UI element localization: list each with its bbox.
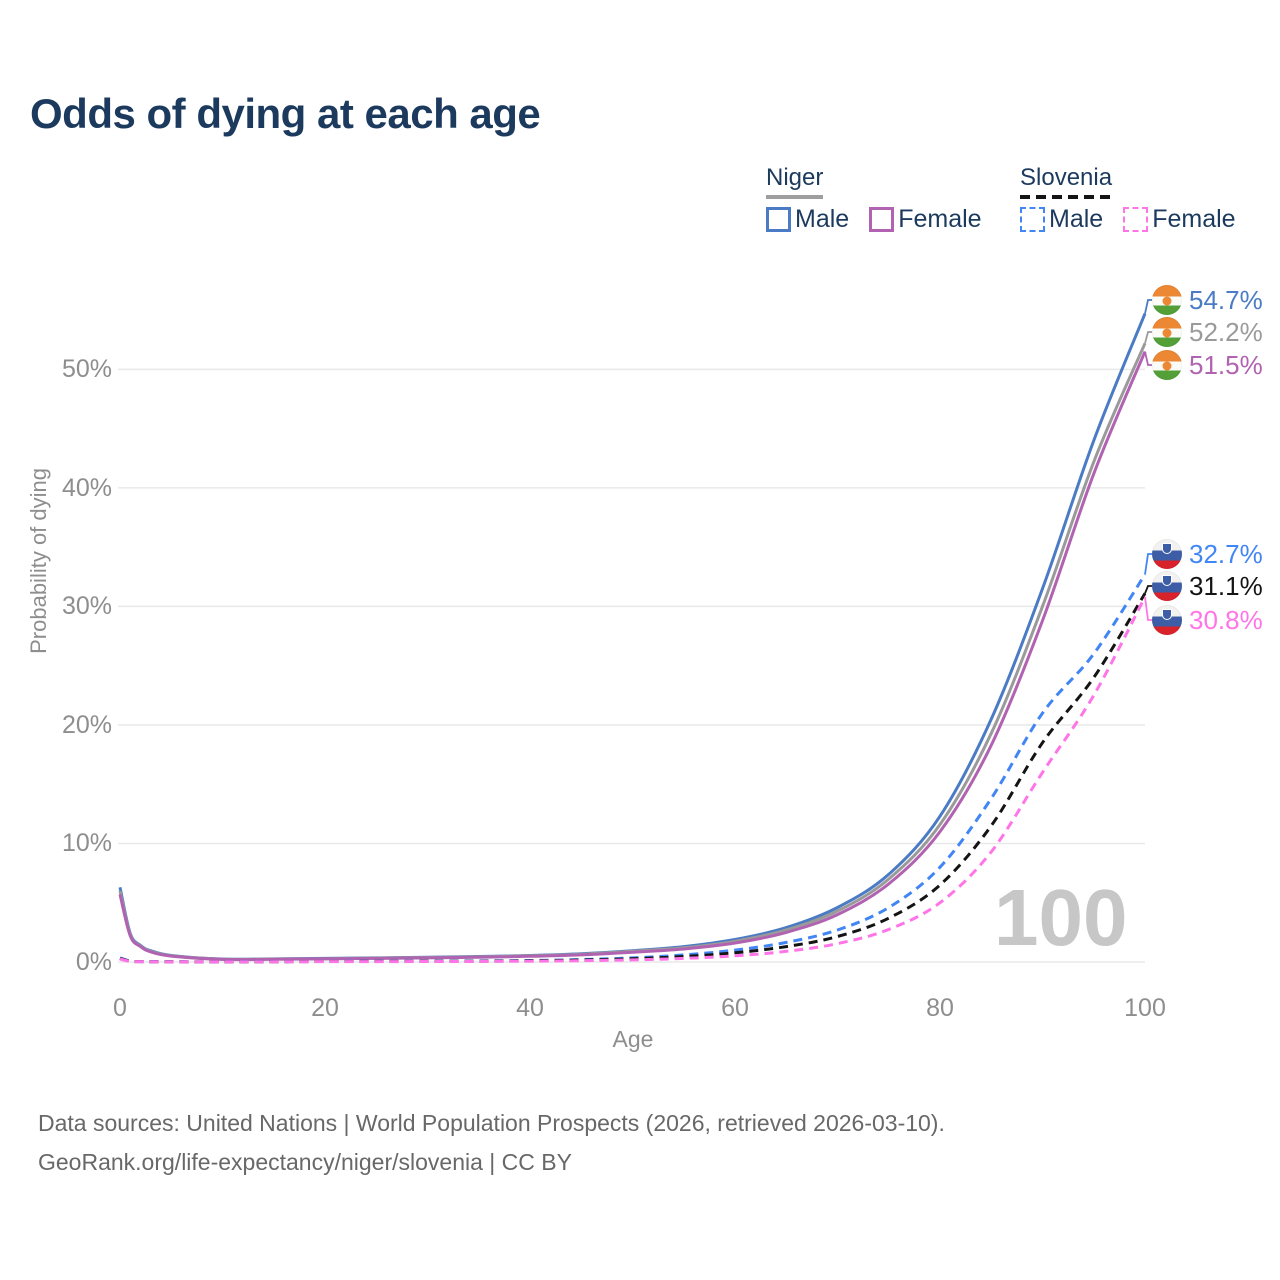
legend-item-niger-male[interactable]: Male bbox=[766, 205, 849, 234]
end-label-value: 52.2% bbox=[1189, 316, 1263, 347]
legend-linestyle-sample bbox=[766, 195, 824, 199]
x-tick-label: 60 bbox=[721, 994, 749, 1022]
legend-swatch-icon bbox=[1123, 207, 1149, 232]
y-tick-label: 30% bbox=[61, 592, 112, 621]
legend-country-header: Niger bbox=[766, 164, 824, 199]
legend-linestyle-sample bbox=[1020, 195, 1113, 199]
x-tick-label: 0 bbox=[113, 994, 127, 1022]
legend-country-name: Slovenia bbox=[1020, 164, 1113, 191]
end-label-connector-niger-male bbox=[1144, 299, 1152, 314]
end-label-slovenia-female: 30.8% bbox=[1152, 604, 1263, 636]
series-line-slovenia-both-sexes[interactable] bbox=[119, 592, 1147, 964]
legend-group-niger: Niger Male Female bbox=[766, 164, 1002, 234]
end-label-value: 54.7% bbox=[1189, 284, 1263, 315]
legend-item-label: Male bbox=[1049, 205, 1104, 233]
y-tick-label: 10% bbox=[61, 829, 112, 858]
end-label-slovenia-male: 32.7% bbox=[1152, 538, 1263, 570]
series-line-niger-both-sexes[interactable] bbox=[118, 342, 1147, 961]
end-label-value: 32.7% bbox=[1189, 538, 1263, 569]
page-title: Odds of dying at each age bbox=[30, 90, 541, 137]
legend-items-row: Male Female bbox=[1020, 205, 1256, 234]
y-tick-label: 0% bbox=[75, 948, 112, 976]
legend-swatch-icon bbox=[869, 207, 895, 232]
legend-swatch-icon bbox=[1020, 207, 1045, 232]
end-label-connector-niger-female bbox=[1144, 351, 1152, 366]
legend-item-slovenia-female[interactable]: Female bbox=[1123, 205, 1236, 234]
series-line-slovenia-male[interactable] bbox=[119, 573, 1147, 964]
legend-item-label: Female bbox=[898, 205, 982, 233]
legend-item-label: Male bbox=[795, 205, 850, 233]
x-tick-label: 80 bbox=[926, 994, 954, 1022]
end-label-connector-slovenia-female bbox=[1144, 596, 1152, 621]
end-label-niger-male: 54.7% bbox=[1152, 284, 1263, 316]
legend-country-header: Slovenia bbox=[1020, 164, 1113, 199]
niger-flag-icon bbox=[1152, 350, 1182, 380]
data-sources-text: Data sources: United Nations | World Pop… bbox=[38, 1110, 945, 1136]
niger-flag-icon bbox=[1152, 317, 1182, 347]
end-label-connector-slovenia-male bbox=[1144, 553, 1152, 575]
end-label-value: 51.5% bbox=[1189, 349, 1263, 380]
slovenia-flag-icon bbox=[1152, 571, 1182, 601]
end-label-connector-niger-both-sexes bbox=[1144, 331, 1152, 344]
legend-group-slovenia: Slovenia Male Female bbox=[1020, 164, 1256, 234]
end-label-slovenia-both-sexes: 31.1% bbox=[1152, 570, 1263, 602]
series-line-niger-female[interactable] bbox=[118, 351, 1147, 962]
y-tick-label: 50% bbox=[61, 355, 112, 384]
end-label-niger-female: 51.5% bbox=[1152, 349, 1263, 381]
legend-item-slovenia-male[interactable]: Male bbox=[1020, 205, 1103, 234]
slovenia-flag-icon bbox=[1152, 605, 1182, 635]
series-line-slovenia-female[interactable] bbox=[119, 596, 1147, 964]
legend-swatch-icon bbox=[766, 207, 791, 232]
attribution-text: GeoRank.org/life-expectancy/niger/sloven… bbox=[38, 1149, 572, 1175]
end-label-value: 31.1% bbox=[1189, 570, 1263, 601]
series-line-niger-male[interactable] bbox=[118, 313, 1147, 961]
legend-items-row: Male Female bbox=[766, 205, 1002, 234]
x-axis-title: Age bbox=[612, 1026, 654, 1052]
age-annotation: 100 bbox=[994, 873, 1128, 962]
slovenia-flag-icon bbox=[1152, 539, 1182, 569]
end-label-value: 30.8% bbox=[1189, 604, 1263, 635]
x-tick-label: 40 bbox=[516, 994, 544, 1022]
end-label-connector-slovenia-both-sexes bbox=[1144, 585, 1152, 594]
legend-item-label: Female bbox=[1152, 205, 1236, 233]
legend-item-niger-female[interactable]: Female bbox=[869, 205, 982, 234]
niger-flag-icon bbox=[1152, 285, 1182, 315]
y-tick-label: 40% bbox=[61, 473, 112, 502]
x-tick-label: 100 bbox=[1124, 994, 1166, 1022]
end-label-niger-both-sexes: 52.2% bbox=[1152, 316, 1263, 348]
legend-country-name: Niger bbox=[766, 164, 824, 191]
y-tick-label: 20% bbox=[61, 710, 112, 739]
y-axis-title: Probability of dying bbox=[26, 468, 51, 654]
x-tick-label: 20 bbox=[311, 994, 339, 1022]
